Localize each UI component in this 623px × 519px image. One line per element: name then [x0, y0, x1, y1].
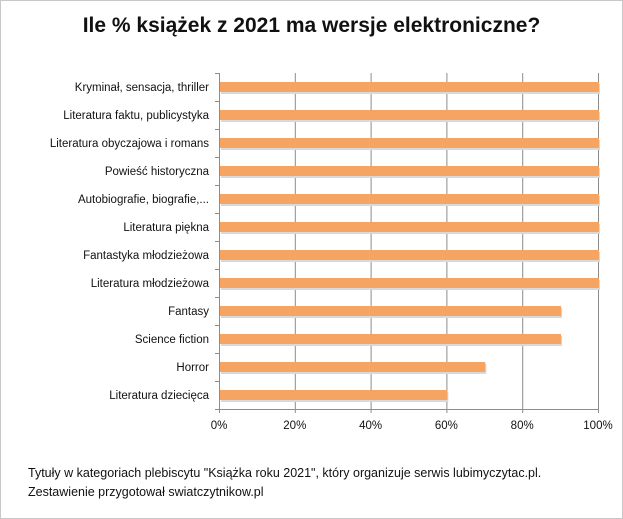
category-label: Literatura młodzieżowa [91, 278, 210, 290]
bar [220, 166, 599, 176]
bar [220, 306, 562, 316]
bar [220, 362, 486, 372]
bar [220, 82, 599, 92]
bar [220, 138, 599, 148]
category-label: Literatura piękna [123, 222, 209, 234]
bar [220, 110, 599, 120]
x-tick-label: 20% [283, 420, 306, 432]
category-label: Fantastyka młodzieżowa [83, 250, 210, 262]
chart-title: Ile % książek z 2021 ma wersje elektroni… [82, 14, 541, 37]
bar [220, 334, 562, 344]
footnote: Tytuły w kategoriach plebiscytu "Książka… [28, 464, 541, 502]
bar [220, 250, 599, 260]
bar [220, 390, 448, 400]
x-tick-label: 40% [359, 420, 382, 432]
bar [220, 194, 599, 204]
x-tick-label: 0% [211, 420, 228, 432]
category-label: Science fiction [135, 334, 209, 346]
bar [220, 278, 599, 288]
x-tick-label: 80% [511, 420, 534, 432]
x-tick-label: 100% [583, 420, 612, 432]
category-label: Horror [176, 362, 209, 374]
bar [220, 222, 599, 232]
category-label: Literatura dziecięca [109, 390, 209, 402]
footnote-line-2: Zestawienie przygotował swiatczytnikow.p… [28, 485, 264, 499]
category-label: Literatura obyczajowa i romans [50, 138, 209, 150]
category-label: Powieść historyczna [105, 166, 210, 178]
category-label: Kryminał, sensacja, thriller [75, 82, 209, 94]
x-tick-label: 60% [435, 420, 458, 432]
footnote-line-1: Tytuły w kategoriach plebiscytu "Książka… [28, 466, 542, 480]
category-label: Autobiografie, biografie,... [78, 194, 209, 206]
category-label: Literatura faktu, publicystyka [63, 110, 209, 122]
category-label: Fantasy [168, 306, 209, 318]
